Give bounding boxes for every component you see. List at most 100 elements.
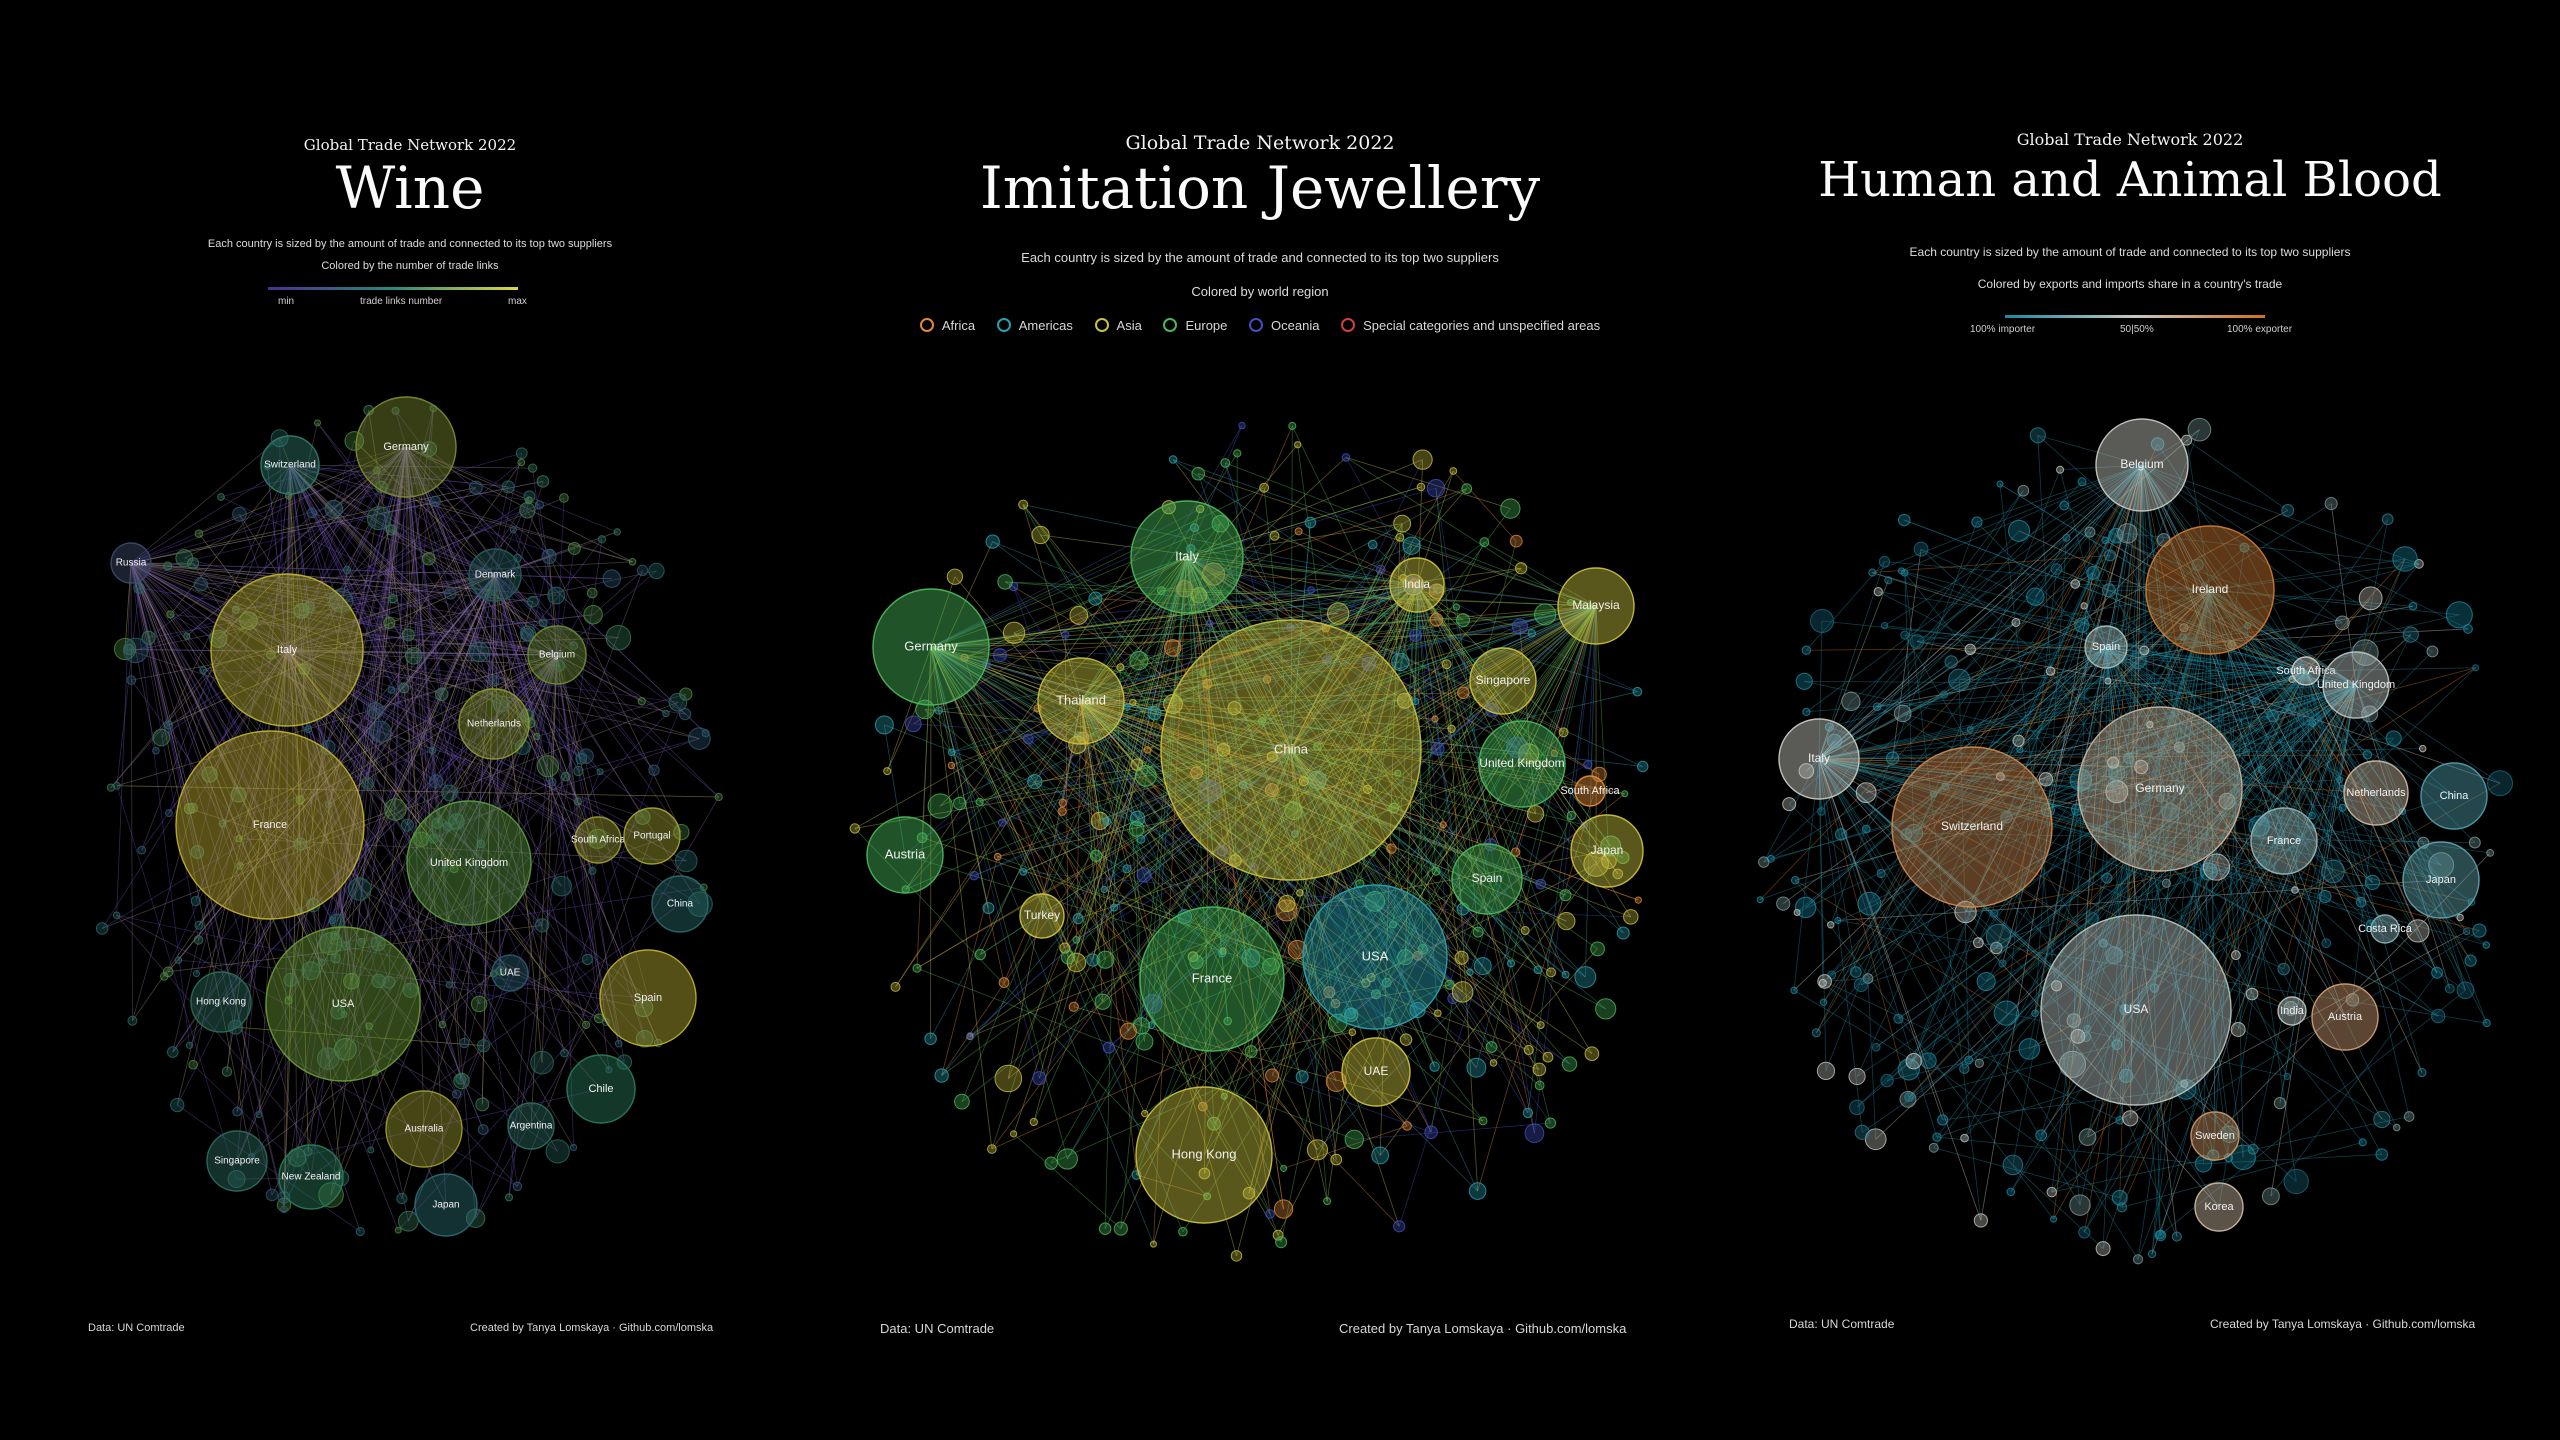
country-node bbox=[668, 692, 688, 712]
trade-link bbox=[195, 649, 288, 902]
trade-link bbox=[1435, 488, 1479, 933]
trade-link bbox=[1818, 758, 1827, 1071]
country-node bbox=[283, 972, 298, 988]
trade-link bbox=[1172, 459, 1597, 607]
trade-link bbox=[1192, 567, 1522, 957]
country-node bbox=[573, 797, 582, 806]
trade-link bbox=[1040, 534, 1418, 586]
country-node bbox=[890, 981, 901, 992]
trade-link bbox=[1796, 670, 2307, 913]
trade-link bbox=[1818, 758, 2187, 1090]
trade-link bbox=[924, 709, 1292, 751]
country-node-circle bbox=[574, 816, 622, 864]
country-node bbox=[701, 729, 710, 738]
country-node bbox=[1433, 1009, 1442, 1017]
trade-link bbox=[334, 446, 407, 936]
trade-link bbox=[220, 574, 496, 1003]
trade-link bbox=[1203, 584, 1418, 1156]
country-node bbox=[1393, 514, 1412, 533]
trade-link bbox=[1080, 700, 1137, 1175]
trade-link bbox=[930, 646, 1292, 751]
trade-link bbox=[1286, 850, 1608, 911]
trade-link bbox=[1370, 863, 1597, 978]
trade-link bbox=[2355, 684, 2451, 989]
country-node bbox=[1098, 1222, 1112, 1235]
country-node-denmark: Denmark bbox=[468, 548, 522, 602]
trade-link bbox=[2105, 646, 2383, 1120]
country-node bbox=[1634, 896, 1643, 904]
country-node bbox=[1546, 967, 1557, 978]
trade-link bbox=[333, 446, 407, 510]
trade-link bbox=[2105, 646, 2362, 903]
trade-link bbox=[330, 703, 502, 1196]
trade-link bbox=[494, 574, 543, 1063]
country-node bbox=[1388, 802, 1400, 814]
trade-link bbox=[367, 783, 462, 1082]
country-node bbox=[1010, 1130, 1018, 1138]
trade-link bbox=[172, 422, 318, 1053]
trade-link bbox=[1186, 556, 1600, 775]
trade-link bbox=[941, 856, 999, 1076]
trade-link bbox=[1968, 670, 2307, 1061]
country-node bbox=[371, 973, 386, 989]
trade-link bbox=[1186, 556, 1406, 702]
trade-link bbox=[330, 408, 434, 1196]
country-node bbox=[1500, 498, 1521, 519]
trade-link bbox=[1222, 584, 1418, 952]
trade-link bbox=[930, 646, 1271, 1215]
trade-link bbox=[959, 749, 1292, 804]
trade-link bbox=[1964, 684, 2357, 1070]
trade-link bbox=[1818, 748, 2423, 760]
trade-link bbox=[494, 574, 720, 798]
trade-link bbox=[289, 464, 538, 737]
trade-link bbox=[2305, 670, 2313, 816]
trade-link bbox=[1317, 605, 1597, 781]
trade-link bbox=[930, 646, 1129, 1032]
trade-link bbox=[286, 548, 575, 651]
country-node bbox=[1278, 894, 1296, 913]
country-node bbox=[1998, 959, 2007, 968]
trade-link bbox=[913, 556, 1188, 725]
country-node bbox=[1544, 1117, 1557, 1129]
trade-link bbox=[289, 464, 480, 1005]
trade-link bbox=[1375, 605, 1597, 995]
country-node bbox=[1834, 828, 1848, 841]
country-node bbox=[152, 728, 171, 747]
trade-link bbox=[2283, 684, 2357, 970]
trade-link bbox=[1416, 584, 1619, 875]
country-node bbox=[2364, 874, 2381, 891]
trade-link bbox=[1815, 537, 2067, 1033]
trade-link bbox=[286, 649, 342, 1179]
country-node bbox=[2102, 583, 2117, 598]
trade-link bbox=[1023, 504, 1418, 586]
country-node bbox=[1066, 952, 1087, 973]
trade-link bbox=[1080, 531, 1299, 702]
country-label: South Africa bbox=[1560, 785, 1620, 797]
trade-link bbox=[2160, 797, 2362, 903]
trade-link bbox=[1345, 457, 1571, 603]
trade-link bbox=[1837, 879, 2442, 921]
trade-link bbox=[283, 979, 291, 1205]
country-node-australia: Australia bbox=[385, 1090, 463, 1168]
country-node bbox=[317, 958, 326, 967]
trade-link bbox=[374, 481, 544, 1073]
trade-link bbox=[251, 776, 567, 1157]
trade-link bbox=[1416, 470, 1454, 586]
trade-link bbox=[286, 614, 594, 651]
country-node bbox=[1616, 926, 1630, 940]
trade-link bbox=[938, 710, 1154, 1245]
trade-link bbox=[1161, 590, 1597, 607]
country-node bbox=[1361, 978, 1371, 988]
trade-link bbox=[289, 464, 450, 794]
trade-link bbox=[2290, 684, 2357, 709]
trade-link bbox=[886, 541, 994, 772]
trade-link bbox=[2113, 589, 2211, 956]
country-node bbox=[1264, 783, 1279, 797]
trade-link bbox=[930, 646, 1483, 967]
trade-link bbox=[2012, 1164, 2104, 1249]
country-node bbox=[452, 1089, 462, 1099]
trade-link bbox=[132, 462, 522, 1021]
country-node bbox=[924, 1032, 937, 1045]
country-node bbox=[1964, 1055, 1974, 1065]
